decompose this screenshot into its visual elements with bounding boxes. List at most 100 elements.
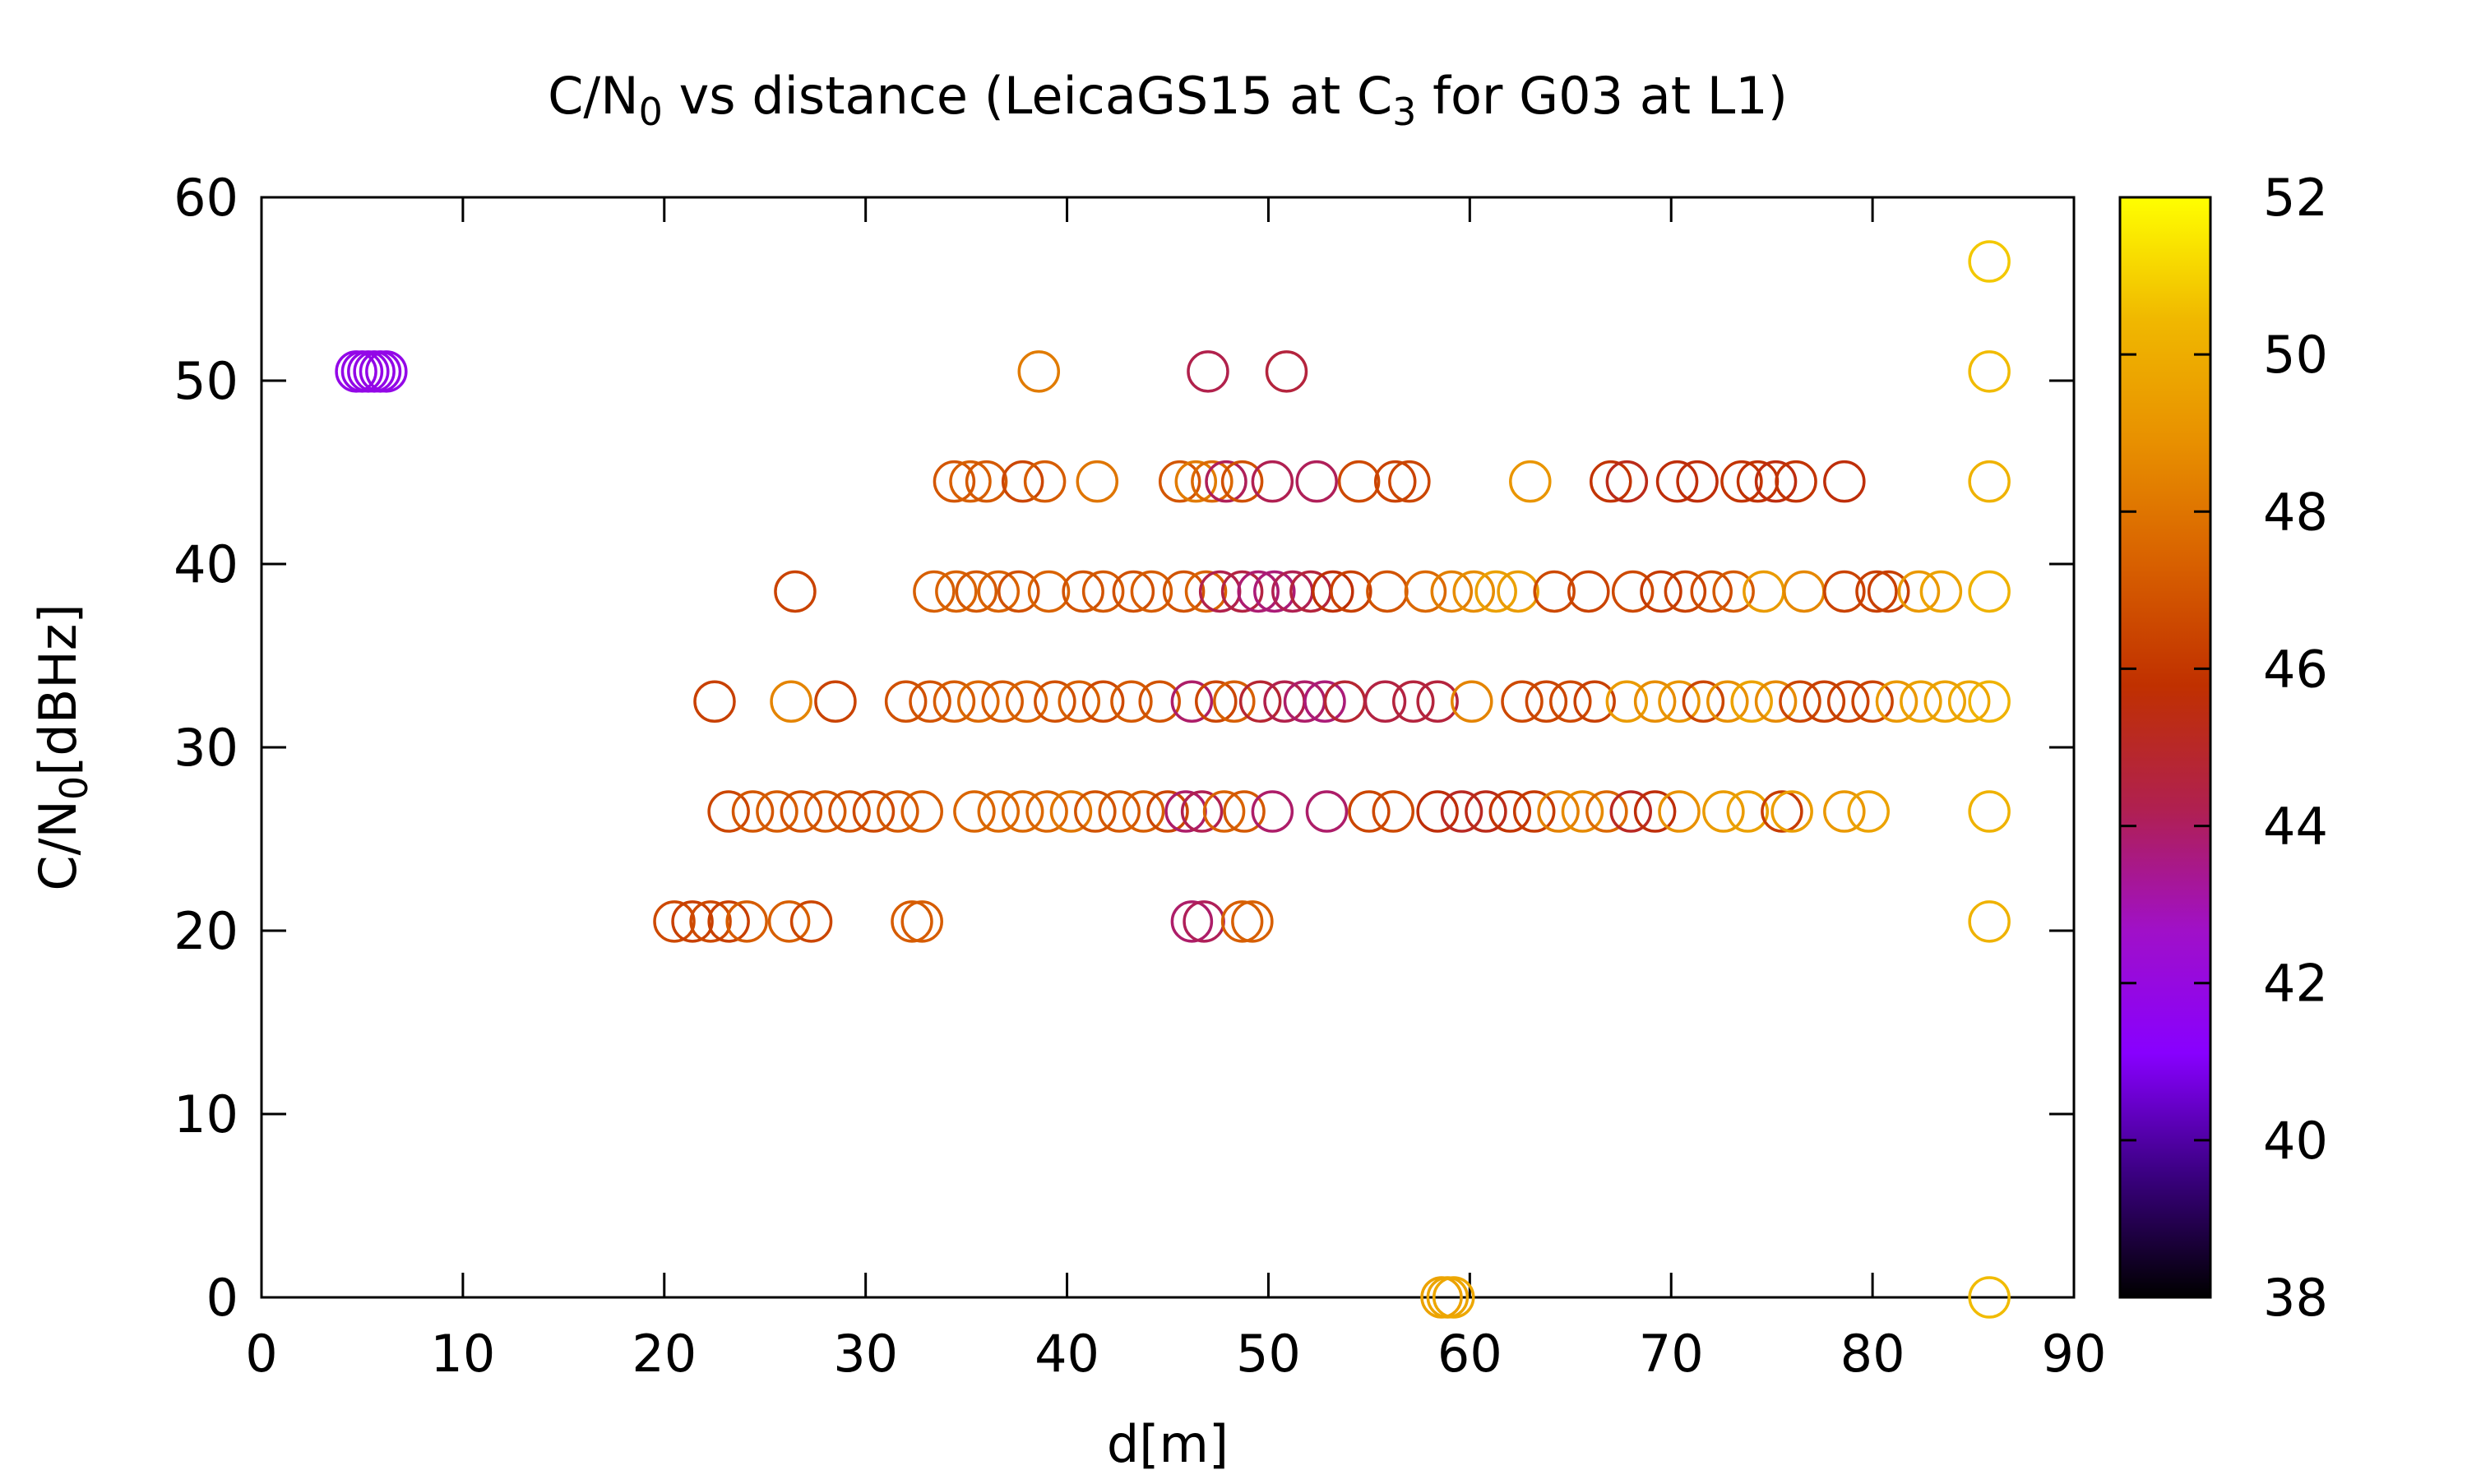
colorbar-tick-label: 40: [2263, 1111, 2328, 1171]
data-point: [774, 570, 817, 613]
data-point: [884, 680, 928, 723]
data-point: [1968, 570, 2011, 613]
data-point: [1743, 570, 1785, 613]
data-point: [1968, 460, 2011, 503]
data-point: [725, 900, 768, 943]
data-point: [1074, 790, 1117, 833]
scatter-points: [335, 240, 2011, 1319]
data-point: [756, 790, 798, 833]
data-point: [1779, 680, 1821, 723]
data-point: [935, 570, 978, 613]
data-point: [1867, 570, 1910, 613]
data-point: [1968, 790, 2011, 833]
data-point: [1875, 680, 1919, 723]
data-point: [1191, 460, 1234, 503]
colorbar-tick-label: 52: [2263, 168, 2328, 228]
x-tick-label: 80: [1840, 1324, 1905, 1384]
data-point: [1110, 680, 1153, 723]
data-point: [1823, 460, 1866, 503]
data-point: [1081, 680, 1125, 723]
data-point: [977, 790, 1021, 833]
data-point: [1001, 460, 1044, 503]
data-point: [828, 790, 871, 833]
colorbar-tick-label: 38: [2263, 1268, 2328, 1328]
data-point: [1049, 790, 1093, 833]
data-point: [1213, 680, 1256, 723]
data-point: [780, 790, 823, 833]
data-point: [1900, 680, 1942, 723]
data-point: [693, 680, 736, 723]
data-point: [1158, 460, 1201, 503]
x-tick-label: 60: [1437, 1324, 1502, 1384]
data-point: [1676, 460, 1719, 503]
data-point: [1509, 460, 1552, 503]
data-point: [1640, 570, 1682, 613]
data-point: [1823, 570, 1866, 613]
data-point: [1923, 680, 1967, 723]
data-point: [1803, 680, 1846, 723]
data-point: [1238, 680, 1282, 723]
data-point: [1162, 570, 1206, 613]
data-point: [1348, 790, 1391, 833]
data-point: [1452, 570, 1495, 613]
data-point: [1897, 570, 1941, 613]
data-point: [1465, 790, 1507, 833]
data-point: [997, 570, 1040, 613]
data-point: [653, 900, 696, 943]
data-point: [1237, 570, 1280, 613]
x-tick-label: 90: [2042, 1324, 2107, 1384]
data-point: [1058, 680, 1100, 723]
data-point: [1561, 790, 1604, 833]
data-point: [1363, 680, 1407, 723]
data-point: [1633, 790, 1677, 833]
x-tick-label: 70: [1639, 1324, 1704, 1384]
data-point: [1826, 680, 1870, 723]
data-point: [852, 790, 896, 833]
data-point: [949, 460, 992, 503]
data-point: [1549, 680, 1592, 723]
data-point: [1706, 680, 1749, 723]
data-point: [767, 900, 811, 943]
data-point: [1388, 460, 1431, 503]
x-tick-label: 10: [430, 1324, 495, 1384]
data-point: [1968, 1276, 2011, 1319]
data-point: [1253, 570, 1296, 613]
x-tick-label: 20: [632, 1324, 697, 1384]
data-point: [1432, 1276, 1475, 1319]
data-point: [1720, 460, 1763, 503]
y-tick-label: 50: [174, 351, 238, 411]
x-tick-label: 40: [1034, 1324, 1099, 1384]
colorbar-tick-label: 46: [2263, 639, 2328, 699]
data-point: [1205, 460, 1247, 503]
data-point: [1783, 570, 1826, 613]
data-point: [1712, 570, 1755, 613]
data-point: [1404, 570, 1447, 613]
x-tick-label: 0: [245, 1324, 277, 1384]
data-point: [1231, 900, 1274, 943]
data-point: [689, 900, 732, 943]
data-point: [1537, 790, 1580, 833]
data-point: [1730, 680, 1773, 723]
data-point: [1512, 790, 1556, 833]
data-point: [1130, 570, 1173, 613]
data-point: [1611, 570, 1655, 613]
data-point: [1605, 460, 1649, 503]
data-point: [1754, 680, 1798, 723]
data-point: [1017, 350, 1061, 393]
data-point: [877, 790, 919, 833]
data-point: [1633, 680, 1677, 723]
data-point: [1202, 790, 1246, 833]
x-tick-label: 50: [1236, 1324, 1301, 1384]
data-point: [1474, 570, 1517, 613]
chart-title: C/N0 vs distance (LeicaGS15 at C3 for G0…: [548, 66, 1788, 134]
y-axis-label: C/N0[dBHz]: [28, 603, 96, 890]
data-point: [1289, 570, 1332, 613]
data-point: [1416, 680, 1459, 723]
data-point: [1034, 680, 1076, 723]
data-point: [1025, 790, 1068, 833]
data-point: [1525, 680, 1568, 723]
data-point: [957, 680, 1000, 723]
data-point: [1366, 570, 1409, 613]
data-point: [1184, 570, 1228, 613]
data-point: [1430, 570, 1474, 613]
